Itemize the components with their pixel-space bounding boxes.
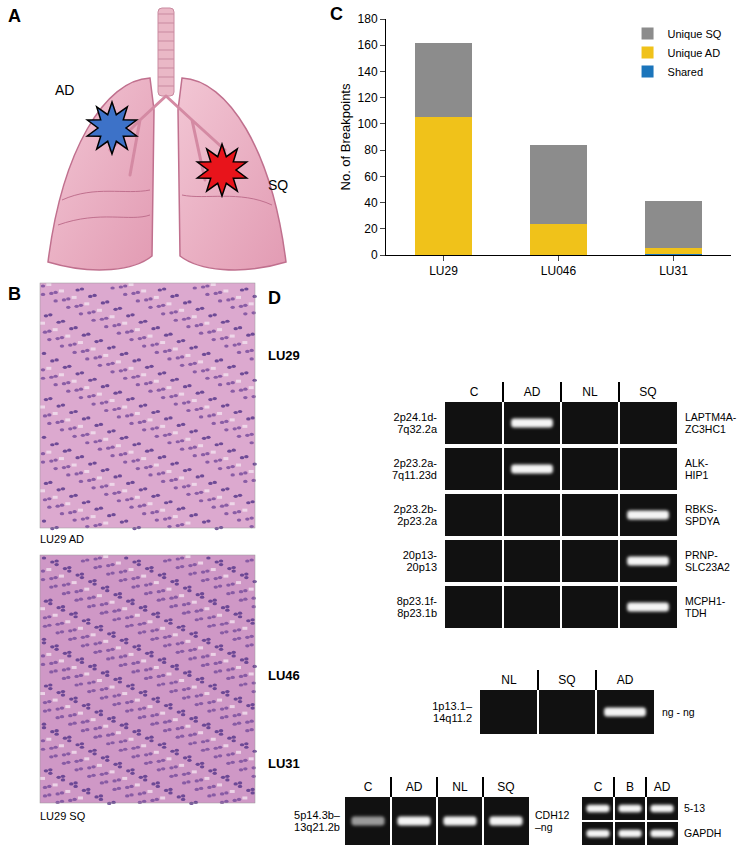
svg-text:HIP1: HIP1 (685, 469, 709, 481)
svg-text:AD: AD (55, 82, 74, 98)
svg-text:MCPH1-: MCPH1- (685, 595, 726, 607)
svg-text:20p13-: 20p13- (403, 549, 438, 561)
svg-text:160: 160 (358, 38, 378, 52)
svg-text:SLC23A2: SLC23A2 (685, 561, 730, 573)
svg-text:13q21.2b: 13q21.2b (294, 821, 340, 833)
svg-text:ALK-: ALK- (685, 457, 709, 469)
svg-text:NL: NL (501, 673, 517, 687)
svg-text:TDH: TDH (685, 607, 707, 619)
svg-text:LU29 SQ: LU29 SQ (40, 810, 86, 822)
svg-text:Unique SQ: Unique SQ (668, 28, 722, 40)
svg-text:80: 80 (364, 143, 378, 157)
svg-text:B: B (8, 284, 21, 304)
svg-text:7q32.2a: 7q32.2a (397, 423, 438, 435)
svg-text:180: 180 (358, 12, 378, 26)
svg-text:5-13: 5-13 (684, 802, 705, 814)
svg-text:AD: AD (654, 780, 671, 794)
svg-text:AD: AD (524, 385, 541, 399)
svg-text:C: C (364, 780, 373, 794)
svg-text:NL: NL (582, 385, 598, 399)
svg-text:No. of Breakpoints: No. of Breakpoints (338, 83, 353, 190)
svg-text:2p24.1d-: 2p24.1d- (394, 411, 438, 423)
svg-text:ZC3HC1: ZC3HC1 (685, 423, 726, 435)
svg-text:LU046: LU046 (541, 264, 577, 278)
svg-text:LU31: LU31 (659, 264, 688, 278)
svg-text:CDH12: CDH12 (535, 809, 570, 821)
svg-text:140: 140 (358, 65, 378, 79)
svg-text:D: D (268, 288, 281, 308)
svg-text:C: C (470, 385, 479, 399)
svg-text:LU29: LU29 (268, 348, 300, 363)
svg-text:Unique AD: Unique AD (668, 47, 721, 59)
svg-text:LU31: LU31 (268, 756, 300, 771)
svg-text:2p23.2a: 2p23.2a (397, 515, 438, 527)
svg-text:60: 60 (364, 170, 378, 184)
svg-text:GAPDH: GAPDH (684, 827, 721, 839)
svg-text:20: 20 (364, 222, 378, 236)
svg-text:RBKS-: RBKS- (685, 503, 718, 515)
svg-text:AD: AD (617, 673, 634, 687)
svg-text:NL: NL (452, 780, 468, 794)
svg-text:A: A (8, 6, 21, 26)
svg-text:20p13: 20p13 (406, 561, 437, 573)
svg-text:B: B (626, 780, 634, 794)
svg-text:5p14.3b–: 5p14.3b– (294, 809, 341, 821)
svg-text:2p23.2b-: 2p23.2b- (394, 503, 438, 515)
svg-text:40: 40 (364, 196, 378, 210)
svg-text:1p13.1–: 1p13.1– (432, 700, 473, 712)
svg-text:SQ: SQ (497, 780, 514, 794)
svg-text:SQ: SQ (558, 673, 575, 687)
svg-text:100: 100 (358, 117, 378, 131)
svg-text:8p23.1f-: 8p23.1f- (397, 595, 438, 607)
svg-text:7q11.23d: 7q11.23d (392, 469, 437, 481)
svg-text:AD: AD (406, 780, 423, 794)
svg-text:120: 120 (358, 91, 378, 105)
svg-text:PRNP-: PRNP- (685, 549, 718, 561)
svg-text:2p23.2a-: 2p23.2a- (394, 457, 438, 469)
svg-text:–ng: –ng (535, 821, 553, 833)
svg-text:LAPTM4A-: LAPTM4A- (685, 411, 737, 423)
svg-text:Shared: Shared (668, 66, 703, 78)
svg-text:LU46: LU46 (268, 668, 300, 683)
svg-text:SPDYA: SPDYA (685, 515, 720, 527)
svg-text:0: 0 (371, 248, 378, 262)
svg-text:8p23.1b: 8p23.1b (397, 607, 437, 619)
svg-text:SQ: SQ (639, 385, 656, 399)
svg-text:SQ: SQ (268, 177, 288, 193)
svg-text:C: C (594, 780, 603, 794)
svg-text:14q11.2: 14q11.2 (433, 712, 472, 724)
svg-text:C: C (330, 4, 343, 24)
svg-text:ng - ng: ng - ng (662, 706, 695, 718)
svg-text:LU29: LU29 (429, 264, 458, 278)
svg-text:LU29 AD: LU29 AD (40, 533, 84, 545)
